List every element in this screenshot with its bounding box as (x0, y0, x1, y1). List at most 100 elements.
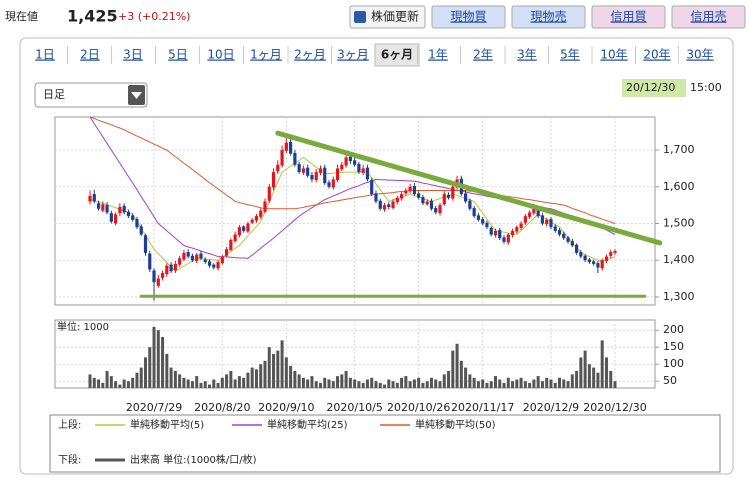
volume-bar (208, 384, 212, 388)
volume-bar (126, 381, 130, 388)
candle-body (519, 223, 523, 228)
candle-body (126, 211, 131, 217)
volume-bar (254, 369, 258, 388)
candle-body (523, 216, 527, 223)
x-tick-label: 2020/8/20 (194, 401, 250, 414)
volume-bar (250, 367, 254, 388)
volume-bar (199, 382, 203, 388)
button[interactable] (431, 5, 506, 29)
period-tab[interactable]: 6ヶ月 (381, 48, 413, 62)
volume-bar (583, 350, 587, 388)
volume-bar (613, 381, 617, 388)
volume-bar (186, 379, 190, 388)
period-tab[interactable]: 2ヶ月 (294, 48, 326, 62)
interval-select[interactable] (34, 82, 148, 108)
candle-body (242, 226, 246, 231)
volume-bar (489, 381, 493, 388)
volume-bar (348, 377, 352, 388)
volume-bar (293, 371, 297, 388)
volume-bar (519, 377, 523, 388)
x-tick-label: 2020/10/5 (326, 401, 382, 414)
volume-bar (579, 357, 583, 388)
button-label: 信用売 (690, 9, 726, 24)
volume-bar (118, 384, 122, 388)
candle-body (280, 150, 284, 166)
candle-body (182, 252, 186, 260)
volume-bar (357, 381, 361, 388)
volume-bar (216, 382, 220, 388)
volume-bar (493, 376, 497, 388)
candle-body (169, 264, 173, 272)
candle-body (178, 258, 182, 265)
select-arrow (131, 92, 142, 99)
volume-bar (139, 367, 143, 388)
candle-body (340, 164, 344, 170)
volume-bar (404, 376, 408, 388)
volume-bar (468, 374, 472, 388)
volume-bar (259, 364, 263, 388)
candle-body (314, 172, 318, 181)
volume-bar (173, 371, 177, 388)
volume-tick-label: 50 (663, 374, 677, 387)
period-tab[interactable]: 3ヶ月 (337, 48, 369, 62)
period-tab[interactable]: 3年 (517, 48, 537, 62)
candle-body (476, 215, 481, 220)
candle-body (148, 253, 152, 270)
volume-bar (97, 379, 101, 388)
candle-body (152, 270, 156, 283)
candle-body (387, 204, 391, 207)
period-tab[interactable]: 5年 (560, 48, 580, 62)
volume-bar (297, 374, 301, 388)
button[interactable] (671, 5, 746, 29)
candle-body (468, 200, 472, 209)
volume-bar (105, 371, 109, 388)
period-tab[interactable]: 5日 (168, 48, 188, 62)
period-tab[interactable]: 30年 (686, 48, 713, 62)
period-tab[interactable]: 3日 (123, 48, 143, 62)
candle-body (562, 233, 566, 239)
period-tab[interactable]: 1ヶ月 (250, 48, 282, 62)
candle-body (271, 172, 276, 188)
candle-body (301, 168, 306, 173)
period-tab[interactable]: 2年 (473, 48, 493, 62)
candle-body (510, 230, 515, 236)
volume-bar (182, 377, 186, 388)
volume-bar (306, 379, 310, 388)
volume-bar (383, 384, 387, 388)
candle-body (267, 186, 271, 201)
volume-bar (421, 382, 425, 388)
button[interactable] (511, 5, 586, 29)
candle-body (348, 156, 352, 162)
button[interactable] (349, 5, 426, 29)
candle-body (306, 167, 310, 176)
candle-body (609, 252, 613, 256)
candle-body (429, 200, 434, 209)
volume-bar (190, 381, 194, 388)
period-tab[interactable]: 1年 (428, 48, 448, 62)
volume-bar (353, 379, 357, 388)
candle-body (442, 194, 446, 205)
candle-body (276, 164, 280, 172)
candle-body (165, 265, 169, 275)
volume-bar (148, 347, 152, 388)
x-tick-label: 2020/12/9 (523, 401, 579, 414)
period-tab[interactable]: 20年 (643, 48, 670, 62)
period-tab[interactable]: 10日 (207, 48, 234, 62)
candle-body (96, 203, 101, 209)
period-tab[interactable]: 1日 (35, 48, 55, 62)
volume-bar (540, 381, 544, 388)
candle-body (344, 157, 348, 166)
candle-body (361, 168, 365, 173)
candle-body (596, 263, 600, 268)
volume-bar (459, 360, 463, 388)
price-label: 現在値 (5, 10, 38, 23)
volume-bar (378, 382, 382, 388)
candle-body (173, 263, 177, 271)
period-tab[interactable]: 2日 (80, 48, 100, 62)
period-tab[interactable]: 10年 (600, 48, 627, 62)
candle-body (203, 259, 207, 263)
candle-body (549, 219, 553, 228)
candle-body (570, 241, 574, 246)
button[interactable] (591, 5, 666, 29)
